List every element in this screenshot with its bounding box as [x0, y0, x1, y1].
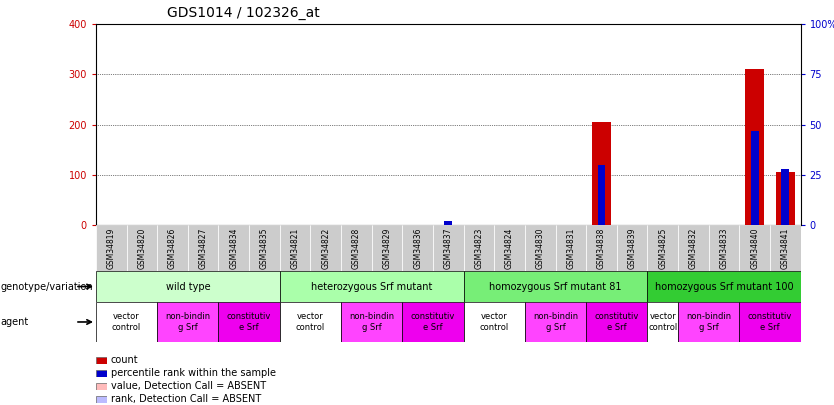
Text: vector
control: vector control	[648, 312, 677, 332]
Bar	[525, 225, 555, 271]
Bar	[96, 271, 279, 302]
Text: GSM34839: GSM34839	[628, 227, 636, 269]
Text: GSM34832: GSM34832	[689, 227, 698, 269]
Text: wild type: wild type	[165, 281, 210, 292]
Bar	[219, 302, 279, 342]
Text: vector
control: vector control	[112, 312, 141, 332]
Bar	[157, 225, 188, 271]
Text: GSM34820: GSM34820	[138, 227, 147, 269]
Text: GSM34828: GSM34828	[352, 228, 361, 269]
Bar	[740, 302, 801, 342]
Bar	[464, 225, 495, 271]
Bar	[96, 225, 127, 271]
Text: GSM34823: GSM34823	[475, 227, 484, 269]
Text: GSM34833: GSM34833	[720, 227, 729, 269]
Text: GSM34822: GSM34822	[321, 228, 330, 269]
Text: GSM34827: GSM34827	[198, 227, 208, 269]
Bar	[127, 225, 157, 271]
Text: GSM34826: GSM34826	[168, 227, 177, 269]
Text: homozygous Srf mutant 81: homozygous Srf mutant 81	[490, 281, 622, 292]
Bar	[647, 271, 801, 302]
Bar	[96, 302, 157, 342]
Text: constitutiv
e Srf: constitutiv e Srf	[748, 312, 792, 332]
Bar	[647, 225, 678, 271]
Bar	[746, 69, 764, 225]
Text: constitutiv
e Srf: constitutiv e Srf	[411, 312, 455, 332]
Text: agent: agent	[1, 317, 29, 327]
Bar	[157, 302, 219, 342]
Text: heterozygous Srf mutant: heterozygous Srf mutant	[311, 281, 432, 292]
Text: GSM34837: GSM34837	[444, 227, 453, 269]
Bar	[751, 130, 758, 225]
Bar	[525, 302, 586, 342]
Text: rank, Detection Call = ABSENT: rank, Detection Call = ABSENT	[111, 394, 261, 404]
Text: GSM34841: GSM34841	[781, 227, 790, 269]
Text: GSM34829: GSM34829	[383, 227, 391, 269]
Bar	[464, 271, 647, 302]
Text: genotype/variation: genotype/variation	[1, 281, 93, 292]
Text: vector
control: vector control	[480, 312, 509, 332]
Bar	[279, 225, 310, 271]
Bar	[433, 225, 464, 271]
Text: non-bindin
g Srf: non-bindin g Srf	[349, 312, 394, 332]
Bar	[310, 225, 341, 271]
Text: GSM34821: GSM34821	[290, 228, 299, 269]
Bar	[341, 225, 372, 271]
Bar	[555, 225, 586, 271]
Bar	[445, 221, 452, 225]
Bar	[617, 225, 647, 271]
Text: GSM34835: GSM34835	[260, 227, 269, 269]
Text: homozygous Srf mutant 100: homozygous Srf mutant 100	[655, 281, 793, 292]
Bar	[249, 225, 279, 271]
Bar	[586, 302, 647, 342]
Text: value, Detection Call = ABSENT: value, Detection Call = ABSENT	[111, 382, 266, 391]
Bar	[372, 225, 402, 271]
Bar	[740, 225, 770, 271]
Bar	[647, 302, 678, 342]
Text: GSM34834: GSM34834	[229, 227, 239, 269]
Bar	[402, 302, 464, 342]
Bar	[709, 225, 740, 271]
Bar	[402, 225, 433, 271]
Bar	[781, 168, 789, 225]
Bar	[678, 302, 740, 342]
Bar	[770, 225, 801, 271]
Bar	[598, 164, 605, 225]
Text: vector
control: vector control	[296, 312, 325, 332]
Text: constitutiv
e Srf: constitutiv e Srf	[595, 312, 639, 332]
Text: non-bindin
g Srf: non-bindin g Srf	[686, 312, 731, 332]
Text: GSM34838: GSM34838	[597, 227, 606, 269]
Text: GDS1014 / 102326_at: GDS1014 / 102326_at	[167, 6, 319, 20]
Text: GSM34831: GSM34831	[566, 227, 575, 269]
Bar	[586, 225, 617, 271]
Text: GSM34830: GSM34830	[535, 227, 545, 269]
Text: percentile rank within the sample: percentile rank within the sample	[111, 369, 276, 378]
Bar	[279, 302, 341, 342]
Text: GSM34825: GSM34825	[658, 227, 667, 269]
Bar	[464, 302, 525, 342]
Text: non-bindin
g Srf: non-bindin g Srf	[165, 312, 210, 332]
Bar	[678, 225, 709, 271]
Text: GSM34819: GSM34819	[107, 227, 116, 269]
Text: non-bindin
g Srf: non-bindin g Srf	[533, 312, 578, 332]
Text: GSM34824: GSM34824	[505, 227, 514, 269]
Bar	[495, 225, 525, 271]
Bar	[188, 225, 219, 271]
Bar	[776, 172, 795, 225]
Text: count: count	[111, 356, 138, 365]
Bar	[341, 302, 402, 342]
Bar	[279, 271, 464, 302]
Text: GSM34840: GSM34840	[750, 227, 759, 269]
Bar	[592, 122, 610, 225]
Text: constitutiv
e Srf: constitutiv e Srf	[227, 312, 271, 332]
Bar	[219, 225, 249, 271]
Text: GSM34836: GSM34836	[413, 227, 422, 269]
